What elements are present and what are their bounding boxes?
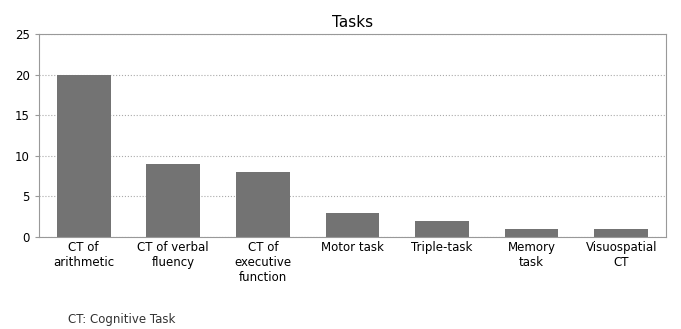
Bar	[415, 221, 469, 237]
Bar	[505, 229, 558, 237]
Bar	[595, 229, 648, 237]
Bar	[146, 164, 200, 237]
Bar	[57, 75, 110, 237]
Text: CT: Cognitive Task: CT: Cognitive Task	[68, 313, 176, 326]
Title: Tasks: Tasks	[332, 15, 373, 30]
Bar	[236, 172, 289, 237]
Bar	[326, 213, 379, 237]
